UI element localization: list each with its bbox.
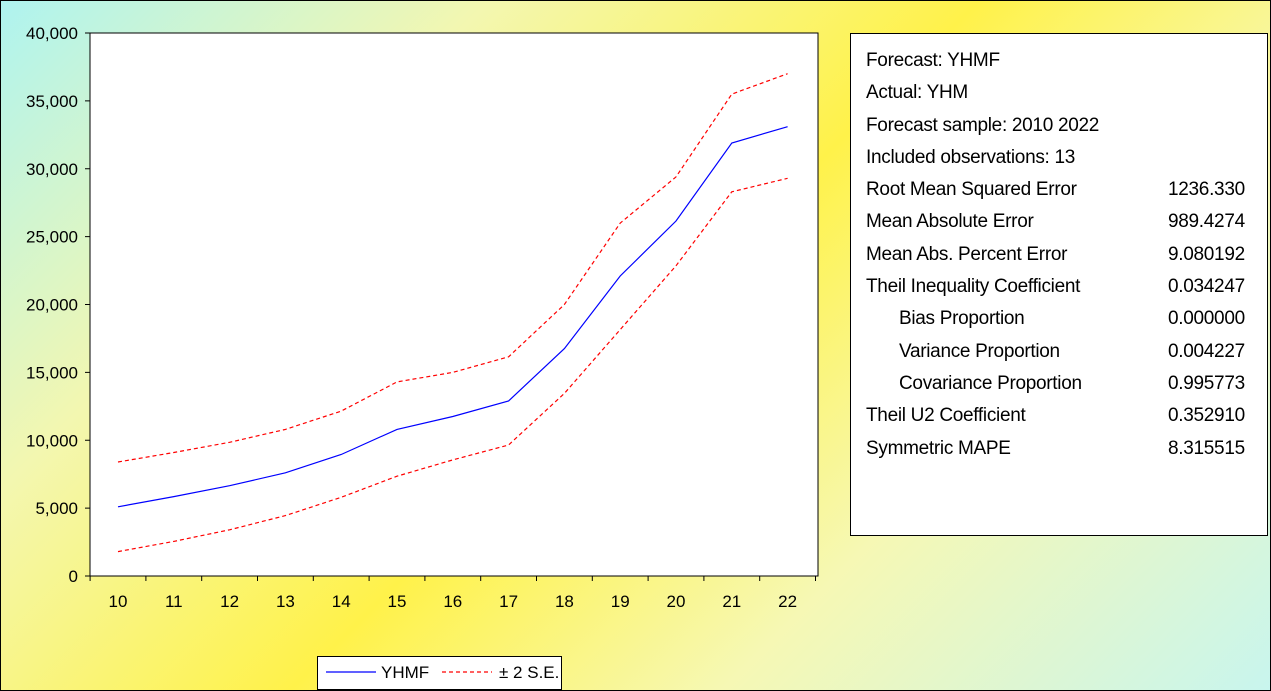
x-tick-label: 16 — [443, 592, 462, 611]
legend-label-se: ± 2 S.E. — [499, 663, 560, 682]
stat-row: Included observations: 13 — [866, 142, 1267, 174]
stat-value: 0.995773 — [1168, 372, 1245, 394]
y-tick-label: 35,000 — [26, 92, 78, 111]
forecast-statistics-panel: Forecast: YHMF Actual: YHM Forecast sample… — [850, 33, 1268, 536]
stat-label: Actual: YHM — [866, 82, 968, 104]
legend: YHMF ± 2 S.E. — [317, 656, 562, 690]
y-tick-label: 40,000 — [26, 24, 78, 43]
stat-label: Bias Proportion — [899, 308, 1025, 330]
series-line-yhmf — [117, 126, 788, 508]
x-tick-label: 18 — [555, 592, 574, 611]
stat-label: Symmetric MAPE — [866, 437, 1011, 459]
stat-value: 8.315515 — [1168, 437, 1245, 459]
stat-label: Forecast: YHMF — [866, 50, 1000, 71]
stat-label: Forecast sample: 2010 2022 — [866, 114, 1100, 136]
stat-row: Symmetric MAPE 8.315515 — [866, 433, 1267, 465]
x-tick-label: 21 — [722, 592, 741, 611]
stat-row: Bias Proportion 0.000000 — [866, 303, 1267, 335]
x-tick-label: 14 — [332, 592, 351, 611]
legend-label-yhmf: YHMF — [381, 663, 430, 682]
stat-label: Theil U2 Coefficient — [866, 405, 1026, 427]
stat-label: Mean Absolute Error — [866, 211, 1034, 233]
stat-label: Root Mean Squared Error — [866, 179, 1077, 201]
plot-area — [89, 32, 819, 577]
stat-row: Variance Proportion 0.004227 — [866, 336, 1267, 368]
stat-value: 9.080192 — [1168, 243, 1245, 265]
axes: 0 5,000 10,000 15,000 20,000 25,000 30,000 35,0… — [26, 24, 816, 611]
x-tick-label: 13 — [276, 592, 295, 611]
legend-swatches — [326, 671, 492, 673]
x-tick-label: 20 — [667, 592, 686, 611]
stat-value: 989.4274 — [1168, 211, 1245, 233]
stat-row: Mean Absolute Error 989.4274 — [866, 206, 1267, 238]
series-line-lower-se — [117, 177, 788, 553]
stat-value: 0.034247 — [1168, 276, 1245, 298]
stat-label: Theil Inequality Coefficient — [866, 276, 1081, 298]
x-tick-label: 12 — [220, 592, 239, 611]
series-line-upper-se — [117, 73, 788, 463]
x-tick-label: 15 — [388, 592, 407, 611]
y-tick-label: 15,000 — [26, 363, 78, 382]
stat-row: Theil Inequality Coefficient 0.034247 — [866, 271, 1267, 303]
y-tick-label: 30,000 — [26, 160, 78, 179]
y-tick-label: 10,000 — [26, 431, 78, 450]
x-tick-label: 11 — [165, 592, 183, 611]
stat-label: Included observations: 13 — [866, 146, 1076, 168]
stat-row: Mean Abs. Percent Error 9.080192 — [866, 239, 1267, 271]
stat-value: 1236.330 — [1168, 179, 1245, 201]
stat-label: Covariance Proportion — [899, 372, 1082, 394]
stat-row: Root Mean Squared Error 1236.330 — [866, 174, 1267, 206]
stat-label: Mean Abs. Percent Error — [866, 243, 1068, 265]
stat-row: Covariance Proportion 0.995773 — [866, 368, 1267, 400]
stat-value: 0.000000 — [1168, 308, 1245, 330]
y-tick-label: 20,000 — [26, 296, 78, 315]
stat-value: 0.004227 — [1168, 340, 1245, 362]
stat-row: Forecast sample: 2010 2022 — [866, 110, 1267, 142]
y-tick-label: 0 — [69, 567, 78, 586]
x-tick-label: 10 — [109, 592, 128, 611]
x-tick-label: 17 — [499, 592, 518, 611]
x-tick-label: 22 — [778, 592, 797, 611]
stat-value: 0.352910 — [1168, 405, 1245, 427]
stat-label: Variance Proportion — [899, 340, 1060, 362]
series-layer — [117, 73, 788, 553]
y-tick-label: 25,000 — [26, 228, 78, 247]
x-tick-label: 19 — [611, 592, 630, 611]
y-tick-label: 5,000 — [35, 499, 78, 518]
stat-row: Actual: YHM — [866, 77, 1267, 109]
stat-row: Forecast: YHMF — [866, 45, 1267, 77]
stat-row: Theil U2 Coefficient 0.352910 — [866, 400, 1267, 432]
